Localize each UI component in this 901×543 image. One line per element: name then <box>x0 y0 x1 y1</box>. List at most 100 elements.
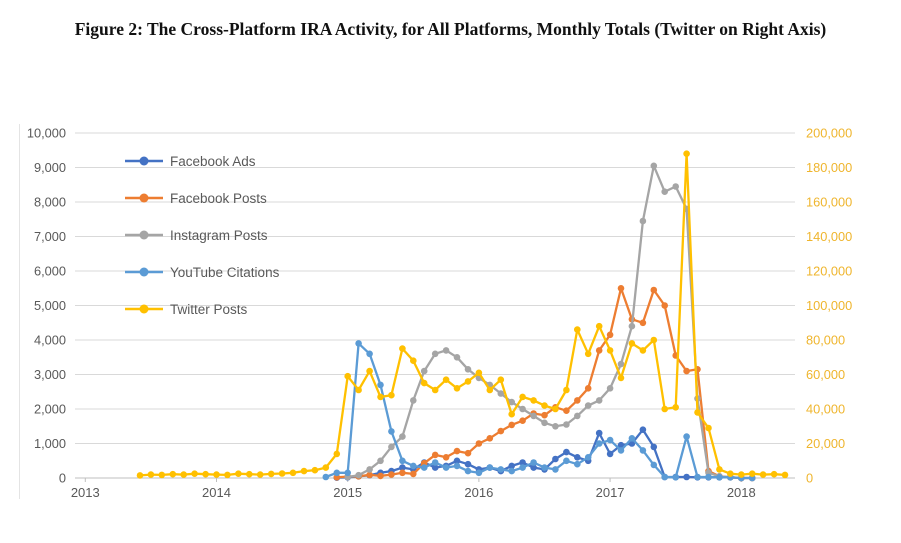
data-point-facebook-posts <box>563 407 570 415</box>
figure-title: Figure 2: The Cross-Platform IRA Activit… <box>74 19 827 39</box>
x-axis-year-label: 2013 <box>71 485 100 500</box>
data-point-facebook-posts <box>464 449 472 457</box>
series-line-instagram-posts <box>346 164 732 479</box>
data-point-twitter-posts <box>563 386 570 394</box>
data-point-facebook-ads <box>639 426 647 434</box>
data-point-youtube-citations <box>639 447 647 454</box>
legend-label-facebook-posts: Facebook Posts <box>170 191 267 206</box>
data-point-instagram-posts <box>530 412 537 420</box>
data-point-twitter-posts <box>278 470 286 477</box>
data-point-twitter-posts <box>497 376 505 384</box>
legend-label-facebook-ads: Facebook Ads <box>170 154 256 169</box>
right-axis-tick-label: 120,000 <box>806 264 852 279</box>
data-point-youtube-citations <box>508 467 515 475</box>
right-axis-tick-label: 200,000 <box>806 126 852 141</box>
data-point-facebook-posts <box>606 331 614 339</box>
data-point-twitter-posts <box>453 385 461 392</box>
left-axis-tick-label: 5,000 <box>34 298 66 313</box>
data-point-youtube-citations <box>333 469 341 477</box>
data-point-instagram-posts <box>628 322 636 330</box>
data-point-twitter-posts <box>256 471 264 478</box>
data-point-facebook-ads <box>683 473 690 481</box>
data-point-twitter-posts <box>475 369 483 377</box>
legend-item-youtube-citations: YouTube Citations <box>125 265 280 280</box>
data-point-facebook-posts <box>442 454 450 461</box>
data-point-twitter-posts <box>519 393 526 401</box>
legend-label-youtube-citations: YouTube Citations <box>170 265 280 280</box>
data-point-facebook-posts <box>497 427 505 435</box>
data-point-twitter-posts <box>213 471 220 478</box>
data-point-facebook-ads <box>453 457 461 465</box>
data-point-twitter-posts <box>202 470 209 478</box>
data-point-facebook-posts <box>650 286 658 294</box>
data-point-facebook-ads <box>606 450 614 458</box>
data-point-twitter-posts <box>672 404 679 411</box>
data-point-facebook-posts <box>574 397 581 404</box>
data-point-instagram-posts <box>453 354 461 361</box>
data-point-youtube-citations <box>475 469 483 477</box>
gridlines <box>75 132 795 444</box>
right-axis-tick-label: 80,000 <box>806 333 845 348</box>
data-point-youtube-citations <box>541 464 548 471</box>
data-point-twitter-posts <box>224 471 231 479</box>
x-axis: 2013 2014 2015 2016 2017 2018 <box>71 477 795 500</box>
data-point-youtube-citations <box>486 464 494 471</box>
data-point-instagram-posts <box>388 443 395 451</box>
data-point-youtube-citations <box>388 428 395 435</box>
data-point-youtube-citations <box>530 459 537 466</box>
x-axis-year-label: 2017 <box>596 485 625 500</box>
data-point-twitter-posts <box>541 402 548 409</box>
data-point-facebook-ads <box>595 429 603 437</box>
data-point-instagram-posts <box>639 217 647 225</box>
data-point-instagram-posts <box>399 433 406 440</box>
data-point-youtube-citations <box>552 466 559 473</box>
data-point-instagram-posts <box>672 183 679 190</box>
data-point-twitter-posts <box>333 450 341 458</box>
legend-marker-instagram-posts <box>139 230 149 240</box>
data-point-facebook-ads <box>552 455 559 463</box>
data-point-youtube-citations <box>464 467 472 475</box>
data-point-twitter-posts <box>136 472 144 479</box>
data-point-twitter-posts <box>727 470 734 478</box>
data-point-facebook-posts <box>388 471 395 478</box>
data-point-youtube-citations <box>574 460 581 468</box>
data-point-twitter-posts <box>158 471 166 479</box>
data-point-facebook-posts <box>399 469 406 477</box>
series-markers-twitter-posts <box>136 150 789 479</box>
data-point-twitter-posts <box>584 350 592 358</box>
series-markers-youtube-citations <box>322 340 756 482</box>
data-point-instagram-posts <box>552 423 559 430</box>
data-point-instagram-posts <box>617 360 625 368</box>
data-point-twitter-posts <box>595 322 603 330</box>
data-point-youtube-citations <box>694 473 701 481</box>
legend: Facebook Ads Facebook Posts Instagram Post… <box>125 154 280 317</box>
data-point-youtube-citations <box>431 459 439 466</box>
data-point-youtube-citations <box>661 473 668 481</box>
left-axis-tick-label: 7,000 <box>34 229 66 244</box>
data-point-twitter-posts <box>770 470 778 478</box>
x-axis-year-label: 2014 <box>202 485 231 500</box>
data-point-instagram-posts <box>508 398 515 406</box>
data-point-youtube-citations <box>366 350 373 358</box>
data-point-youtube-citations <box>683 433 690 440</box>
data-point-youtube-citations <box>650 461 658 469</box>
data-point-twitter-posts <box>399 345 406 352</box>
data-point-facebook-ads <box>530 464 537 471</box>
data-point-facebook-posts <box>475 440 483 447</box>
data-point-youtube-citations <box>716 474 723 481</box>
data-point-twitter-posts <box>246 470 253 478</box>
data-point-facebook-ads <box>574 454 581 461</box>
data-point-twitter-posts <box>694 409 701 416</box>
data-point-twitter-posts <box>388 391 395 399</box>
right-axis-tick-label: 0 <box>806 471 813 486</box>
data-point-facebook-ads <box>431 464 439 471</box>
x-axis-year-label: 2018 <box>727 485 756 500</box>
left-axis-tick-label: 3,000 <box>34 367 66 382</box>
right-axis-tick-label: 20,000 <box>806 436 845 451</box>
data-point-instagram-posts <box>584 402 592 409</box>
right-axis-tick-label: 60,000 <box>806 367 845 382</box>
data-point-instagram-posts <box>497 390 505 397</box>
data-point-twitter-posts <box>508 410 515 418</box>
data-point-instagram-posts <box>606 385 614 392</box>
